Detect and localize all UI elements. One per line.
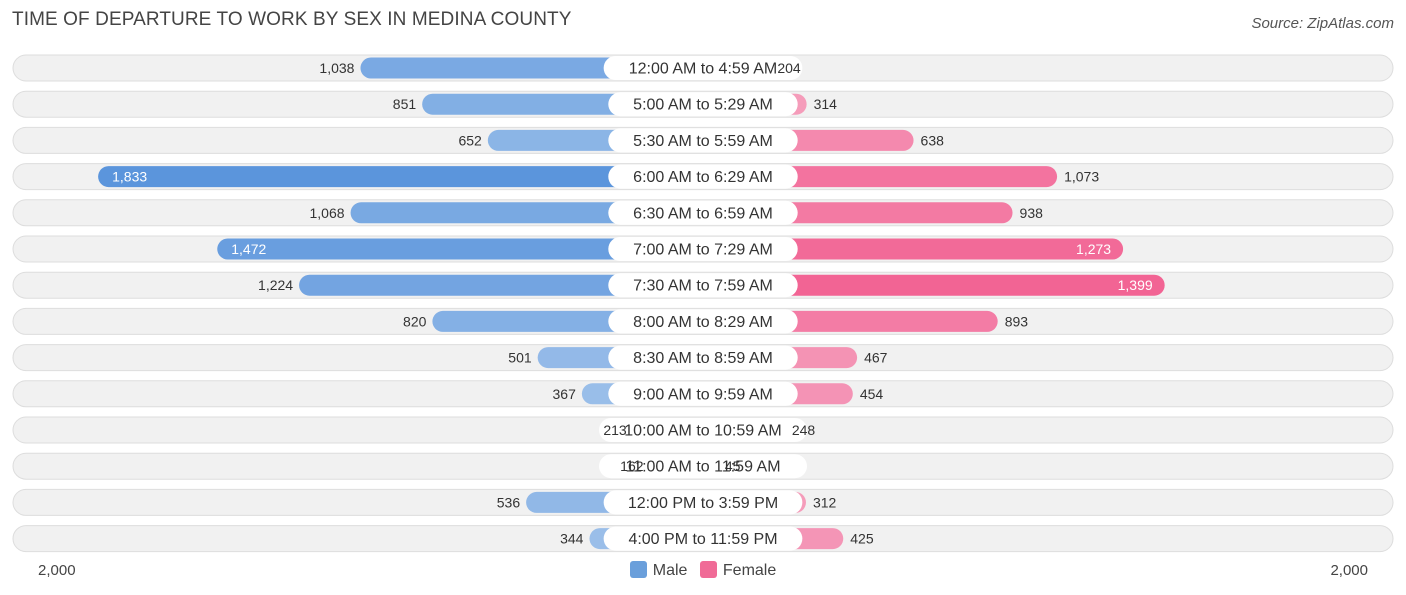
value-label-male: 820: [403, 313, 427, 329]
category-label: 8:30 AM to 8:59 AM: [633, 350, 773, 367]
value-label-male: 1,224: [258, 277, 293, 293]
bar-male: [217, 238, 714, 260]
value-label-male: 1,038: [319, 60, 354, 76]
value-label-female: 314: [814, 96, 838, 112]
value-label-female: 1,273: [1076, 241, 1111, 257]
value-label-male: 1,068: [310, 205, 345, 221]
value-label-male: 652: [458, 132, 482, 148]
category-pill: [608, 200, 798, 225]
value-label-male: 851: [393, 96, 417, 112]
row-13: 4:00 PM to 11:59 PM 344 425: [12, 525, 1394, 553]
value-label-female: 1,073: [1064, 169, 1099, 185]
value-label-female: 467: [864, 350, 888, 366]
category-label: 5:00 AM to 5:29 AM: [633, 97, 773, 114]
category-label: 7:00 AM to 7:29 AM: [633, 242, 773, 259]
category-label: 9:00 AM to 9:59 AM: [633, 386, 773, 403]
legend: Male Female: [0, 561, 1406, 580]
legend-label-female: Female: [722, 562, 777, 579]
value-label-female: 1,399: [1118, 277, 1153, 293]
category-label: 4:00 PM to 11:59 PM: [628, 531, 777, 548]
value-label-male: 213: [603, 422, 627, 438]
row-12: 12:00 PM to 3:59 PM 536 312: [12, 488, 1394, 516]
category-pill: [603, 56, 803, 80]
category-pill: [608, 309, 798, 334]
value-label-female: 425: [850, 531, 874, 547]
row-8: 8:30 AM to 8:59 AM 501 467: [12, 344, 1394, 372]
category-label: 6:30 AM to 6:59 AM: [633, 205, 773, 222]
row-3: 6:00 AM to 6:29 AM 1,833 1,073: [12, 163, 1394, 191]
row-5: 7:00 AM to 7:29 AM 1,472 1,273: [12, 235, 1394, 263]
legend-swatch-male: [629, 561, 647, 578]
row-9: 9:00 AM to 9:59 AM 367 454: [12, 380, 1394, 408]
value-label-female: 893: [1005, 313, 1029, 329]
category-label: 11:00 AM to 11:59 AM: [625, 459, 780, 476]
value-label-male: 344: [560, 531, 584, 547]
category-pill: [608, 381, 798, 406]
value-label-female: 938: [1020, 205, 1044, 221]
value-label-male: 501: [508, 350, 532, 366]
axis-left-label: 2,000: [38, 562, 76, 579]
value-label-female: 454: [860, 386, 884, 402]
legend-item-male[interactable]: Male: [629, 561, 688, 580]
chart-title: TIME OF DEPARTURE TO WORK BY SEX IN MEDI…: [12, 9, 572, 30]
category-pill: [608, 164, 798, 189]
bar-female: [693, 274, 1165, 296]
legend-swatch-female: [699, 561, 717, 578]
value-label-male: 1,472: [231, 241, 266, 257]
bar-male: [98, 166, 714, 188]
category-pill: [608, 128, 798, 153]
value-label-female: 638: [921, 132, 945, 148]
category-pill: [608, 345, 798, 370]
category-label: 8:00 AM to 8:29 AM: [633, 314, 773, 331]
legend-item-female[interactable]: Female: [699, 561, 777, 580]
category-pill: [603, 526, 803, 551]
category-label: 12:00 AM to 4:59 AM: [629, 61, 778, 78]
category-pill: [603, 490, 803, 515]
value-label-female: 248: [792, 422, 816, 438]
row-1: 5:00 AM to 5:29 AM 851 314: [12, 90, 1394, 118]
axis-right-label: 2,000: [1330, 562, 1368, 579]
category-pill: [599, 454, 807, 479]
row-2: 5:30 AM to 5:59 AM 652 638: [12, 126, 1394, 154]
category-pill: [599, 418, 807, 442]
category-label: 7:30 AM to 7:59 AM: [633, 278, 773, 295]
legend-label-male: Male: [652, 562, 688, 579]
category-label: 10:00 AM to 10:59 AM: [624, 423, 781, 440]
row-6: 7:30 AM to 7:59 AM 1,224 1,399: [12, 271, 1394, 299]
value-label-male: 367: [553, 386, 577, 402]
value-label-female: 312: [813, 494, 837, 510]
value-label-male: 1,833: [112, 169, 147, 185]
value-label-female: 45: [725, 458, 741, 474]
category-label: 5:30 AM to 5:59 AM: [633, 133, 773, 150]
value-label-male: 536: [497, 494, 521, 510]
category-pill: [608, 92, 798, 117]
category-label: 6:00 AM to 6:29 AM: [633, 169, 773, 186]
value-label-female: 204: [777, 60, 801, 76]
category-label: 12:00 PM to 3:59 PM: [628, 495, 778, 512]
chart-source: Source: ZipAtlas.com: [1251, 15, 1394, 32]
row-0: 12:00 AM to 4:59 AM 1,038 204: [12, 54, 1394, 82]
category-pill: [608, 237, 798, 261]
bar-female: [693, 238, 1124, 260]
value-label-male: 162: [620, 458, 644, 474]
row-4: 6:30 AM to 6:59 AM 1,068 938: [12, 199, 1394, 227]
row-7: 8:00 AM to 8:29 AM 820 893: [12, 307, 1394, 335]
category-pill: [608, 273, 798, 298]
